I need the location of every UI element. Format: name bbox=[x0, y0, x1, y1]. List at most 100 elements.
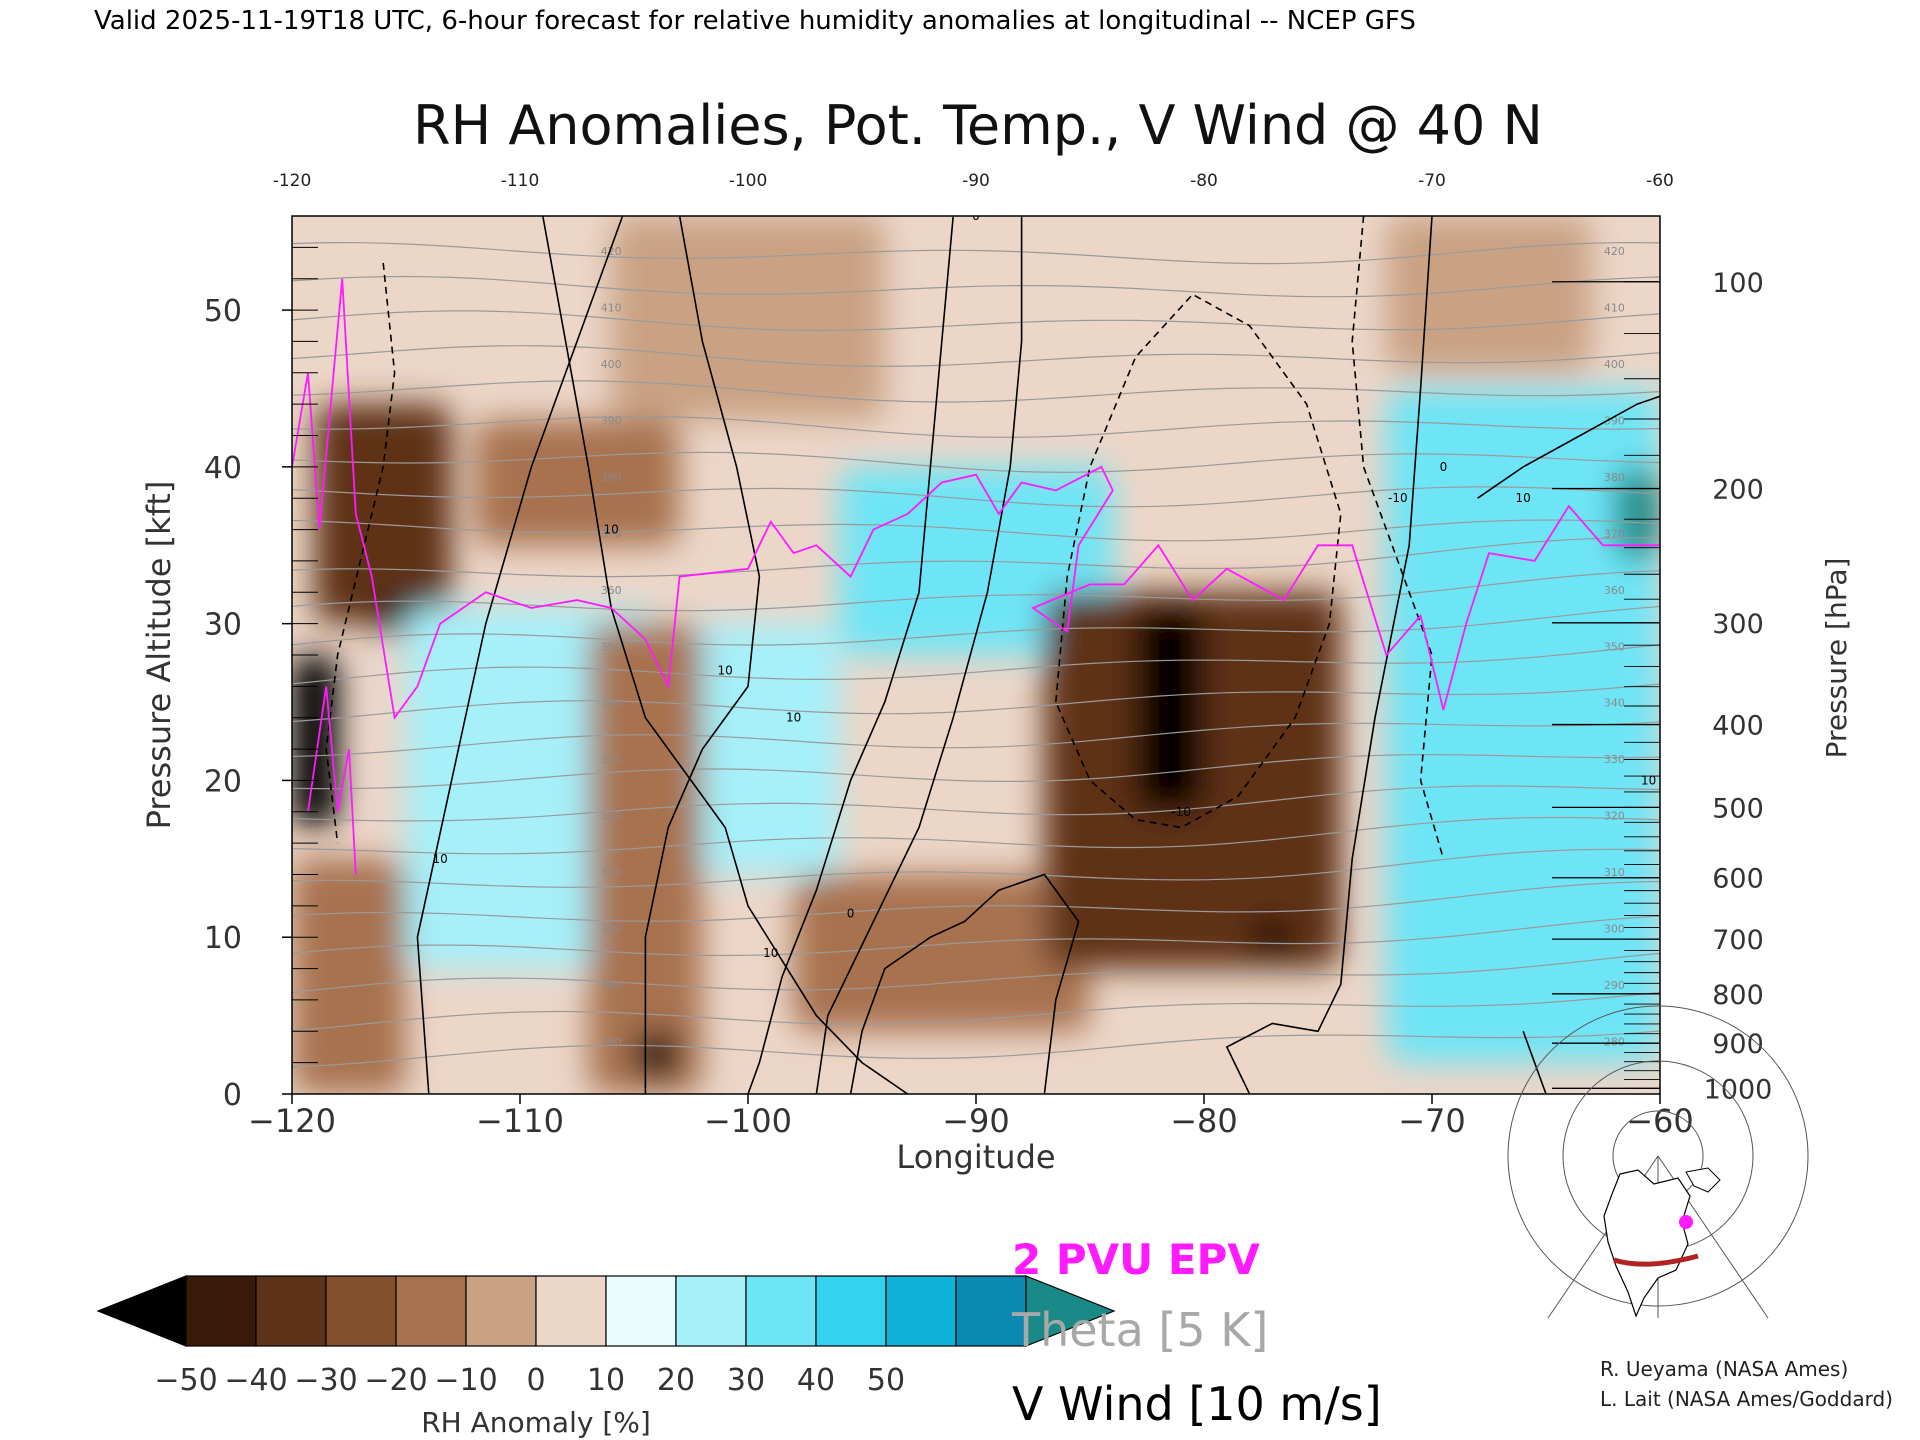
rh-anomaly-region bbox=[292, 858, 406, 1094]
theta-contour-label: 340 bbox=[601, 697, 622, 710]
y-tick-label: 40 bbox=[204, 451, 242, 486]
theta-contour-label: 280 bbox=[1604, 1035, 1625, 1048]
colorbar-segment bbox=[395, 1275, 467, 1347]
rh-anomaly-region bbox=[474, 419, 680, 546]
x-axis-label: Longitude bbox=[896, 1138, 1055, 1176]
colorbar-tick-label: −30 bbox=[294, 1363, 357, 1398]
theta-contour-line bbox=[292, 241, 1660, 265]
colorbar: −50 −40 −30 −20 −10 0 10 20 30 40 50 bbox=[96, 1275, 1116, 1398]
pressure-tick-label: 300 bbox=[1712, 609, 1764, 640]
y-tick-label: 20 bbox=[204, 764, 242, 799]
theta-contour-label: 370 bbox=[601, 527, 622, 540]
rh-anomaly-region bbox=[634, 1031, 680, 1079]
colorbar-segment bbox=[605, 1275, 677, 1347]
theta-contour-label: 390 bbox=[601, 415, 622, 428]
v-wind-contour-label: 10 bbox=[433, 852, 448, 866]
v-wind-contour-line bbox=[325, 262, 396, 844]
theta-contour-line bbox=[292, 721, 1660, 757]
pressure-tick-label: 100 bbox=[1712, 268, 1764, 299]
v-wind-contour-line bbox=[1351, 216, 1445, 860]
y-tick-label: 30 bbox=[204, 608, 242, 643]
v-wind-contour-line bbox=[644, 216, 761, 1094]
theta-contour-label: 400 bbox=[601, 358, 622, 371]
x-top-tick-label: -70 bbox=[1418, 171, 1446, 191]
x-tick-label: −70 bbox=[1398, 1102, 1466, 1140]
epv-contour-line bbox=[307, 686, 357, 875]
x-tick-label: −90 bbox=[942, 1102, 1010, 1140]
colorbar-tick-label: 40 bbox=[797, 1363, 835, 1398]
rh-anomaly-region bbox=[1249, 921, 1296, 953]
rh-anomaly-region bbox=[1386, 216, 1592, 373]
colorbar-tick-label: −10 bbox=[434, 1363, 497, 1398]
valid-line: Valid 2025-11-19T18 UTC, 6-hour forecast… bbox=[94, 6, 1416, 36]
map-continent-outline bbox=[1603, 1169, 1691, 1318]
colorbar-segment bbox=[255, 1275, 327, 1347]
theta-contour-label: 340 bbox=[1604, 697, 1625, 710]
theta-contour-line bbox=[292, 345, 1660, 367]
theta-contour-label: 400 bbox=[1604, 358, 1625, 371]
colorbar-tick-label: 30 bbox=[727, 1363, 765, 1398]
x-tick-label: −110 bbox=[476, 1102, 564, 1140]
v-wind-contour-line bbox=[1225, 216, 1433, 1094]
v-wind-contour-label: 10 bbox=[1516, 491, 1531, 505]
rh-anomaly-region bbox=[314, 404, 452, 624]
chart-title: RH Anomalies, Pot. Temp., V Wind @ 40 N bbox=[413, 94, 1543, 157]
colorbar-tick-label: 50 bbox=[867, 1363, 905, 1398]
theta-contour-label: 320 bbox=[601, 810, 622, 823]
x-tick-label: −120 bbox=[248, 1102, 336, 1140]
theta-contour-line bbox=[292, 486, 1660, 508]
theta-contour-label: 380 bbox=[601, 471, 622, 484]
v-wind-contour-label: 10 bbox=[763, 946, 778, 960]
credit-line-2: L. Lait (NASA Ames/Goddard) bbox=[1600, 1387, 1893, 1411]
theta-contour-label: 360 bbox=[601, 584, 622, 597]
colorbar-segment bbox=[185, 1275, 257, 1347]
v-wind-contour-label: 10 bbox=[718, 664, 733, 678]
colorbar-low-arrow bbox=[96, 1275, 187, 1347]
rh-anomaly-field bbox=[292, 216, 1660, 1094]
epv-contour-line bbox=[292, 278, 1660, 720]
x-tick-label: −60 bbox=[1626, 1102, 1694, 1140]
theta-contour-label: 290 bbox=[601, 979, 622, 992]
credit-line-1: R. Ueyama (NASA Ames) bbox=[1600, 1357, 1848, 1381]
y-tick-label: 10 bbox=[204, 921, 242, 956]
theta-contour-line bbox=[292, 753, 1660, 790]
v-wind-contour-line bbox=[1055, 293, 1342, 829]
v-wind-contour-line bbox=[747, 216, 954, 1094]
y-tick-label: 50 bbox=[204, 294, 242, 329]
theta-contour-line bbox=[292, 880, 1660, 922]
colorbar-tick-label: 0 bbox=[526, 1363, 545, 1398]
v-wind-contour-label: -10 bbox=[1388, 491, 1408, 505]
x-top-tick-label: -60 bbox=[1646, 171, 1674, 191]
legend-theta: Theta [5 K] bbox=[1011, 1303, 1268, 1357]
v-wind-contour-line bbox=[1522, 1031, 1547, 1094]
v-wind-contour-label: 0 bbox=[1440, 460, 1448, 474]
theta-contour-label: 370 bbox=[1604, 527, 1625, 540]
rh-anomaly-region bbox=[588, 623, 703, 1094]
colorbar-tick-label: 10 bbox=[587, 1363, 625, 1398]
rh-anomaly-region bbox=[611, 216, 885, 420]
colorbar-segment bbox=[745, 1275, 817, 1347]
pressure-tick-label: 900 bbox=[1712, 1029, 1764, 1060]
rh-anomaly-region bbox=[679, 623, 840, 875]
legend-epv: 2 PVU EPV bbox=[1012, 1235, 1260, 1284]
colorbar-label: RH Anomaly [%] bbox=[421, 1406, 651, 1439]
colorbar-tick-label: −20 bbox=[364, 1363, 427, 1398]
v-wind-contour-label: 10 bbox=[604, 523, 619, 537]
y-tick-label: 0 bbox=[223, 1078, 242, 1113]
x-top-tick-label: -110 bbox=[501, 171, 540, 191]
rh-anomaly-region bbox=[793, 874, 1090, 1032]
theta-contour-label: 420 bbox=[1604, 245, 1625, 258]
theta-contour-label: 350 bbox=[1604, 640, 1625, 653]
y-axis-label-left: Pressure Altitude [kft] bbox=[140, 481, 178, 830]
y-axis-label-right: Pressure [hPa] bbox=[1820, 558, 1853, 759]
theta-contour-label: 280 bbox=[601, 1035, 622, 1048]
colorbar-tick-label: −50 bbox=[154, 1363, 217, 1398]
theta-contour-line bbox=[292, 519, 1660, 542]
theta-contour-label: 310 bbox=[1604, 866, 1625, 879]
theta-contour-label: 360 bbox=[1604, 584, 1625, 597]
v-wind-contour-line bbox=[542, 216, 909, 1094]
colorbar-segment bbox=[955, 1275, 1027, 1347]
pressure-tick-label: 800 bbox=[1712, 980, 1764, 1011]
x-tick-label: −80 bbox=[1170, 1102, 1238, 1140]
x-top-tick-label: -100 bbox=[729, 171, 768, 191]
